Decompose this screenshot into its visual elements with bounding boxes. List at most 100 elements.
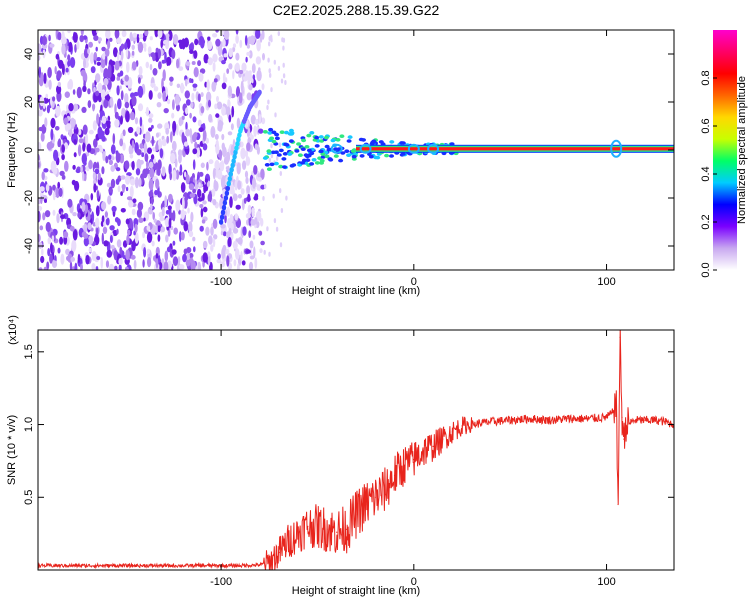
noise-blob [120, 208, 126, 213]
noise-blob [92, 171, 96, 181]
carrier-blob [384, 153, 390, 158]
noise-blob [212, 218, 218, 229]
carrier-blob [278, 164, 284, 169]
noise-blob [241, 260, 246, 266]
noise-blob [127, 229, 131, 236]
noise-blob [185, 107, 189, 115]
snr-point [326, 528, 328, 530]
noise-blob [183, 221, 188, 232]
noise-blob [157, 225, 161, 233]
noise-blob [72, 229, 78, 241]
noise-blob [104, 95, 111, 101]
noise-blob [114, 30, 120, 39]
noise-blob [45, 221, 51, 233]
noise-blob [93, 183, 97, 193]
noise-blob [43, 266, 48, 270]
carrier-blob [333, 154, 339, 158]
noise-blob [239, 141, 244, 148]
noise-blob [72, 32, 78, 43]
noise-blob [190, 211, 194, 223]
noise-blob [276, 155, 279, 161]
noise-blob [60, 134, 64, 140]
noise-blob [138, 177, 142, 188]
noise-blob [153, 86, 159, 92]
chart-title: C2E2.2025.288.15.39.G22 [273, 2, 440, 18]
noise-blob [233, 259, 237, 267]
snr-point [567, 418, 569, 420]
noise-blob [112, 133, 116, 145]
noise-blob [257, 173, 261, 178]
noise-blob [258, 128, 264, 134]
carrier-blob [323, 135, 329, 140]
noise-blob [254, 193, 259, 199]
noise-blob [160, 39, 163, 49]
noise-blob [101, 215, 105, 223]
carrier-blob [294, 149, 300, 153]
y-tick-label: 20 [23, 96, 35, 108]
noise-blob [158, 262, 163, 270]
snr-axes: -100 0 100 0.5 1.0 1.5 [23, 330, 674, 588]
noise-blob [284, 80, 287, 85]
noise-blob [190, 101, 194, 109]
noise-blob [274, 112, 277, 118]
noise-blob [143, 217, 146, 222]
noise-blob [95, 217, 100, 228]
noise-blob [71, 239, 77, 252]
noise-blob [246, 92, 252, 101]
noise-blob [131, 44, 135, 50]
colorbar-tick-label: 0.6 [700, 118, 712, 133]
noise-blob [206, 79, 210, 92]
noise-blob [89, 217, 93, 225]
noise-blob [105, 155, 109, 164]
noise-blob [169, 76, 174, 82]
noise-blob [155, 252, 159, 261]
noise-blob [248, 261, 254, 270]
noise-blob [144, 46, 147, 52]
noise-blob [172, 210, 176, 222]
noise-blob [200, 106, 205, 114]
snr-point [374, 496, 376, 498]
noise-blob [120, 50, 124, 61]
noise-blob [106, 69, 112, 79]
snr-marks [38, 330, 674, 570]
noise-blob [86, 214, 91, 221]
noise-blob [145, 131, 151, 143]
noise-blob [93, 35, 99, 41]
noise-blob [67, 60, 71, 67]
noise-blob [124, 160, 130, 170]
snr-point [617, 503, 619, 506]
noise-blob [183, 37, 189, 48]
noise-blob [110, 165, 115, 172]
noise-blob [182, 253, 187, 263]
noise-blob [147, 147, 152, 154]
noise-blob [101, 135, 106, 142]
noise-blob [81, 153, 88, 165]
noise-blob [137, 41, 144, 53]
noise-blob [102, 226, 108, 234]
noise-blob [91, 251, 97, 261]
noise-blob [228, 114, 232, 123]
noise-blob [243, 197, 247, 204]
noise-blob [166, 57, 169, 67]
noise-blob [52, 191, 56, 201]
noise-blob [246, 51, 251, 56]
noise-blob [197, 179, 203, 185]
colorbar-tick-label: 0.0 [700, 262, 712, 277]
noise-blob [239, 69, 244, 75]
noise-blob [152, 212, 155, 220]
noise-blob [256, 69, 262, 82]
noise-blob [192, 148, 198, 155]
noise-blob [82, 171, 85, 182]
snr-point [451, 431, 453, 433]
noise-blob [129, 111, 135, 121]
noise-blob [134, 232, 139, 244]
noise-blob [138, 217, 144, 223]
noise-blob [103, 78, 109, 86]
noise-blob [119, 154, 125, 164]
noise-blob [240, 188, 245, 195]
noise-blob [193, 50, 198, 59]
noise-blob [97, 82, 103, 94]
noise-blob [146, 160, 149, 169]
snr-point [239, 565, 241, 567]
snr-point [297, 533, 299, 535]
